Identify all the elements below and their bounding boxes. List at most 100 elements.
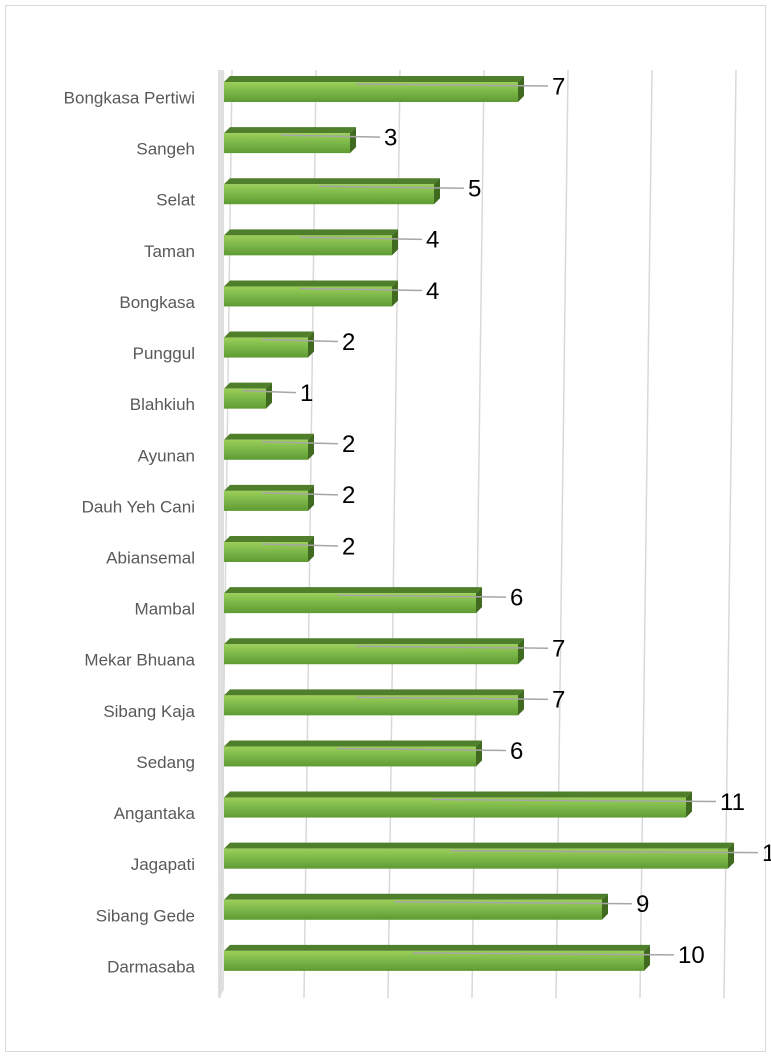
bar <box>224 127 381 154</box>
value-label: 7 <box>552 73 565 100</box>
y-tick-label: Sangeh <box>136 140 195 159</box>
value-label: 4 <box>426 227 439 254</box>
bar <box>224 638 549 665</box>
y-tick-label: Dauh Yeh Cani <box>82 497 195 516</box>
bar-front <box>224 184 434 205</box>
bar-side <box>392 229 398 256</box>
bar-front <box>224 82 518 102</box>
bar-side <box>308 536 314 562</box>
value-label: 2 <box>342 533 355 560</box>
bar-top <box>224 229 398 236</box>
side-wall <box>218 70 224 998</box>
bar <box>224 842 759 869</box>
bar <box>224 433 339 460</box>
bar-front <box>224 797 686 818</box>
y-tick-label: Sibang Kaja <box>103 702 195 721</box>
leader-line <box>356 83 549 87</box>
y-tick-label: Punggul <box>133 344 195 363</box>
bar <box>224 331 339 358</box>
bar-front <box>224 899 602 920</box>
value-label: 2 <box>342 431 355 458</box>
value-label: 11 <box>720 789 745 816</box>
bar-top <box>224 689 524 696</box>
bar-front <box>224 746 476 767</box>
bar-top <box>224 178 440 185</box>
value-label: 7 <box>552 687 565 714</box>
bar-side <box>266 382 272 409</box>
y-tick-label: Taman <box>144 242 195 261</box>
bar-top <box>224 331 314 338</box>
bar-top <box>224 76 524 82</box>
bar-top <box>224 382 272 389</box>
leader-line <box>412 952 675 956</box>
bar <box>224 484 339 511</box>
value-label: 6 <box>510 584 523 611</box>
y-tick-label: Mekar Bhuana <box>84 651 195 670</box>
leader-line <box>242 389 297 394</box>
bar-front <box>224 848 728 869</box>
bar <box>224 791 717 818</box>
leader-line <box>356 696 549 701</box>
bar-top <box>224 944 650 951</box>
bar-front <box>224 286 392 307</box>
y-tick-label: Mambal <box>135 600 195 619</box>
bar-side <box>476 740 482 767</box>
bar-top <box>224 893 608 900</box>
bar <box>224 740 507 767</box>
bar <box>224 229 423 256</box>
bar <box>224 536 339 562</box>
bar-top <box>224 587 482 594</box>
bar <box>224 280 423 307</box>
bar-front <box>224 593 476 614</box>
bar-side <box>434 178 440 205</box>
value-label: 10 <box>678 942 705 969</box>
value-label: 3 <box>384 124 397 151</box>
leader-line <box>318 185 465 189</box>
bar-top <box>224 536 314 542</box>
value-label: 4 <box>426 278 439 305</box>
bar-top <box>224 842 734 849</box>
bar-side <box>392 280 398 307</box>
bar <box>224 587 507 614</box>
leader-line <box>299 236 423 241</box>
bar-side <box>644 944 650 971</box>
value-label: 2 <box>342 329 355 356</box>
value-label: 5 <box>468 176 481 203</box>
bar-side <box>476 587 482 614</box>
bar-front <box>224 388 266 409</box>
grid-line <box>219 69 233 999</box>
bar-side <box>518 76 524 102</box>
bar <box>224 944 675 971</box>
bar-top <box>224 127 356 134</box>
y-tick-label: Selat <box>156 191 195 210</box>
bar-side <box>602 893 608 920</box>
leader-line <box>394 901 633 905</box>
leader-line <box>261 338 339 343</box>
y-tick-label: Sibang Gede <box>96 906 195 925</box>
value-label: 12 <box>762 840 771 867</box>
leader-line <box>261 543 339 547</box>
value-label: 7 <box>552 636 565 663</box>
bar-front <box>224 542 308 562</box>
y-tick-label: Angantaka <box>114 804 196 823</box>
bar-side <box>686 791 692 818</box>
value-label: 6 <box>510 738 523 765</box>
y-tick-label: Blahkiuh <box>130 395 195 414</box>
y-tick-label: Bongkasa <box>119 293 195 312</box>
leader-line <box>450 849 759 854</box>
y-tick-label: Abiansemal <box>106 548 195 567</box>
bar-side <box>308 484 314 511</box>
y-tick-label: Sedang <box>136 753 195 772</box>
leader-line <box>337 747 507 752</box>
value-label: 2 <box>342 482 355 509</box>
bar-front <box>224 644 518 665</box>
bar-top <box>224 791 692 798</box>
value-label: 9 <box>636 891 649 918</box>
y-tick-label: Darmasaba <box>107 957 195 976</box>
y-tick-label: Jagapati <box>131 855 195 874</box>
bar-front <box>224 235 392 256</box>
bar-top <box>224 638 524 645</box>
bar-side <box>308 331 314 358</box>
leader-line <box>337 594 507 598</box>
